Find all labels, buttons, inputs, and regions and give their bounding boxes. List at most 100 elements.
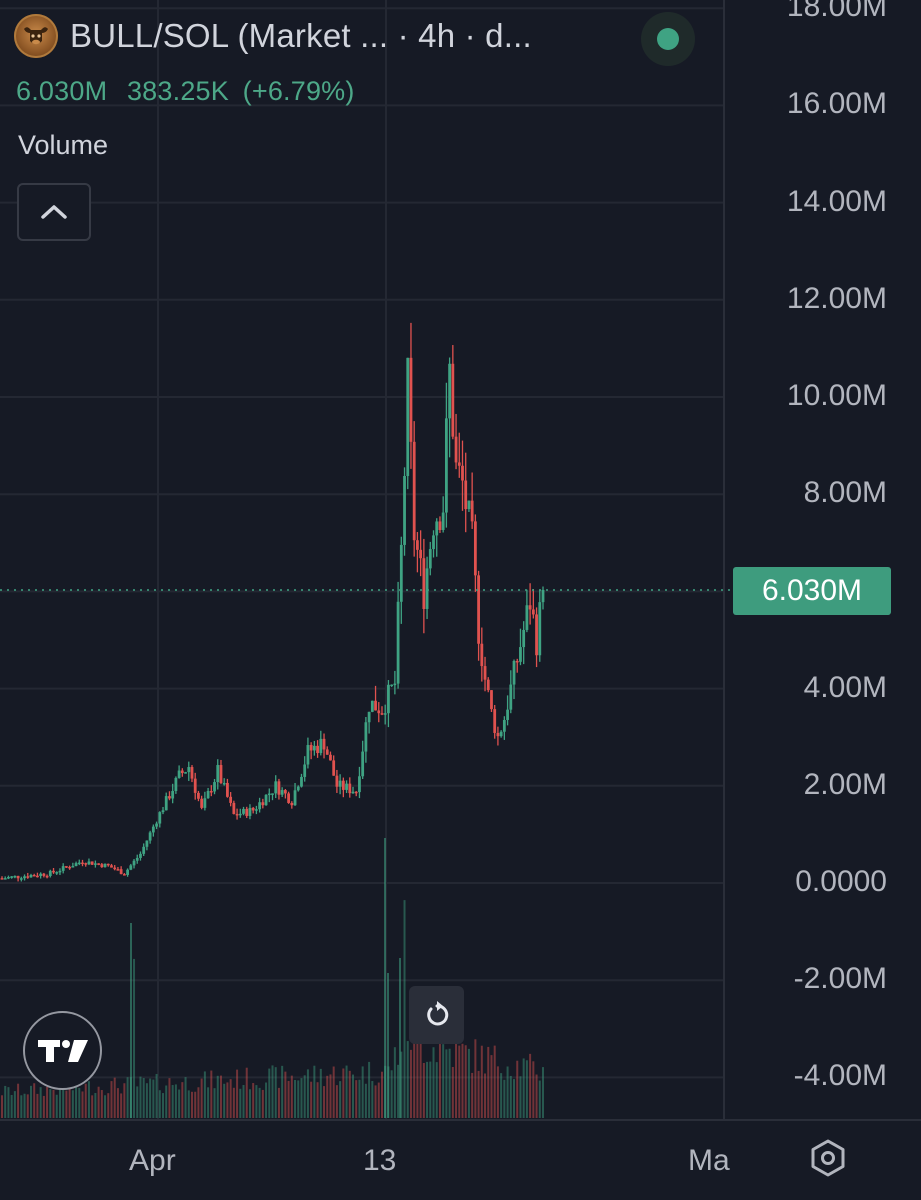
price-change-percent: (+6.79%) [242, 76, 355, 106]
volume-bar [500, 1073, 503, 1118]
price-axis-label: 2.00M [803, 767, 887, 801]
candle-body [457, 462, 461, 466]
tradingview-logo-icon[interactable] [23, 1011, 102, 1090]
time-label-apr: Apr [129, 1144, 176, 1177]
price-axis-label: 10.00M [786, 379, 887, 412]
candle-body [528, 605, 532, 610]
candle-body [7, 877, 10, 879]
candle-body [441, 512, 445, 530]
volume-bar [116, 1088, 119, 1118]
candle-body [222, 782, 226, 785]
volume-bar [120, 1093, 123, 1118]
candle-body [296, 786, 300, 791]
volume-bar [162, 1093, 165, 1118]
volume-bar [110, 1081, 113, 1118]
volume-bar [361, 1066, 364, 1118]
volume-bar [490, 1055, 493, 1118]
volume-bar [532, 1061, 535, 1118]
volume-bar [123, 1083, 126, 1118]
volume-bar [203, 1071, 206, 1118]
volume-bar [219, 1075, 222, 1118]
volume-bar [107, 1093, 110, 1118]
candle-body [493, 709, 497, 733]
time-label-13: 13 [363, 1144, 397, 1177]
candle-body [116, 869, 120, 871]
candle-body [515, 660, 519, 663]
candle-body [251, 807, 255, 811]
symbol-title[interactable]: BULL/SOL (Market ... · 4h · d... [70, 17, 532, 54]
candle-body [454, 436, 458, 463]
candle-body [412, 441, 416, 541]
candle-body [341, 780, 345, 790]
candle-body [61, 866, 65, 871]
candle-body [135, 857, 139, 861]
volume-bar [17, 1083, 20, 1118]
volume-bars [1, 838, 544, 1118]
candle-body [309, 745, 313, 751]
volume-bar [39, 1087, 42, 1118]
volume-bar [339, 1081, 342, 1118]
volume-indicator-label[interactable]: Volume [18, 130, 109, 160]
reset-icon [426, 1001, 448, 1026]
candle-body [32, 874, 36, 877]
volume-bar [58, 1080, 61, 1118]
candle-body [319, 738, 323, 754]
volume-bar [84, 1083, 87, 1118]
settings-icon [811, 1139, 845, 1177]
candle-body [45, 875, 49, 878]
candle-body [496, 732, 500, 737]
volume-bar [171, 1085, 174, 1118]
volume-bar [529, 1053, 532, 1118]
candle-body [461, 465, 464, 481]
chart-settings-button[interactable] [806, 1136, 850, 1180]
volume-bar [297, 1080, 300, 1118]
chart-header: BULL/SOL (Market ... · 4h · d... [14, 14, 532, 58]
volume-bar [448, 1048, 451, 1118]
candle-body [29, 874, 33, 878]
candle-body [3, 878, 7, 880]
candle-body [129, 865, 133, 870]
market-status-indicator[interactable] [641, 12, 695, 66]
volume-bar [190, 1091, 193, 1118]
candle-body [158, 812, 162, 824]
candle-body [16, 875, 20, 879]
volume-bar [332, 1066, 335, 1118]
volume-bar [506, 1066, 509, 1118]
candle-body [145, 840, 149, 847]
volume-bar [149, 1078, 152, 1118]
volume-bar [464, 1045, 467, 1118]
collapse-legend-button[interactable] [17, 183, 91, 241]
candle-body [383, 713, 387, 715]
candle-body [467, 500, 471, 510]
current-price-label: 6.030M [733, 567, 891, 615]
candle-body [390, 684, 394, 687]
candle-body [238, 813, 242, 816]
candle-body [242, 808, 245, 814]
candle-body [113, 867, 117, 870]
volume-bar [139, 1076, 142, 1118]
volume-bar [471, 1072, 474, 1118]
candle-body [287, 793, 291, 803]
candle-body [432, 535, 435, 550]
reset-chart-button[interactable] [409, 986, 464, 1044]
candle-body [0, 878, 4, 880]
volume-bar [10, 1095, 13, 1118]
candle-body [483, 666, 487, 680]
candle-body [332, 760, 336, 776]
volume-bar [26, 1094, 29, 1118]
volume-bar [416, 1027, 419, 1118]
volume-bar [236, 1069, 239, 1118]
candle-body [541, 589, 545, 603]
volume-bar [435, 1062, 438, 1118]
candle-body [93, 863, 97, 865]
volume-bar [284, 1071, 287, 1118]
candle-body [254, 809, 258, 811]
volume-bar [484, 1073, 487, 1118]
volume-bar [400, 1051, 403, 1118]
volume-bar [1, 1095, 3, 1118]
volume-bar [33, 1083, 36, 1118]
volume-bar [207, 1087, 210, 1118]
candle-body [55, 872, 59, 874]
candle-body [277, 781, 281, 795]
